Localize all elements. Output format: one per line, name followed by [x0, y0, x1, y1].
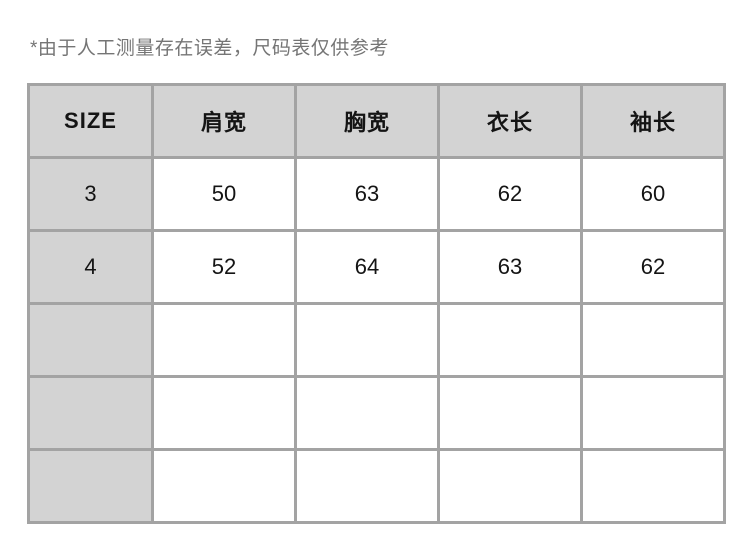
table-row: 4 52 64 63 62: [27, 229, 726, 305]
table-cell: 50: [151, 156, 297, 232]
table-cell-size: [27, 302, 154, 378]
table-row: [27, 448, 726, 524]
table-cell: 60: [580, 156, 726, 232]
table-cell: 63: [294, 156, 440, 232]
size-chart-table: SIZE 肩宽 胸宽 衣长 袖长 3 50 63 62 60 4 52 64 6…: [27, 83, 726, 524]
header-cell-chest-width: 胸宽: [294, 83, 440, 159]
header-cell-shoulder-width: 肩宽: [151, 83, 297, 159]
table-cell-size: 3: [27, 156, 154, 232]
table-cell-size: [27, 375, 154, 451]
table-cell: [437, 302, 583, 378]
table-cell: [580, 302, 726, 378]
table-cell: 63: [437, 229, 583, 305]
table-cell: 62: [437, 156, 583, 232]
header-cell-sleeve-length: 袖长: [580, 83, 726, 159]
table-cell: 62: [580, 229, 726, 305]
table-row: [27, 375, 726, 451]
table-cell: [151, 448, 297, 524]
table-cell: [294, 302, 440, 378]
table-cell: [580, 375, 726, 451]
size-chart-header-row: SIZE 肩宽 胸宽 衣长 袖长: [27, 83, 726, 159]
table-cell: [294, 375, 440, 451]
table-cell: [437, 375, 583, 451]
table-cell-size: 4: [27, 229, 154, 305]
table-cell: [294, 448, 440, 524]
header-cell-garment-length: 衣长: [437, 83, 583, 159]
table-cell: [151, 375, 297, 451]
table-row: 3 50 63 62 60: [27, 156, 726, 232]
table-cell: [151, 302, 297, 378]
table-cell: 64: [294, 229, 440, 305]
table-row: [27, 302, 726, 378]
table-cell: [580, 448, 726, 524]
header-cell-size: SIZE: [27, 83, 154, 159]
table-cell-size: [27, 448, 154, 524]
measurement-disclaimer-note: *由于人工测量存在误差，尺码表仅供参考: [30, 38, 389, 59]
table-cell: [437, 448, 583, 524]
table-cell: 52: [151, 229, 297, 305]
